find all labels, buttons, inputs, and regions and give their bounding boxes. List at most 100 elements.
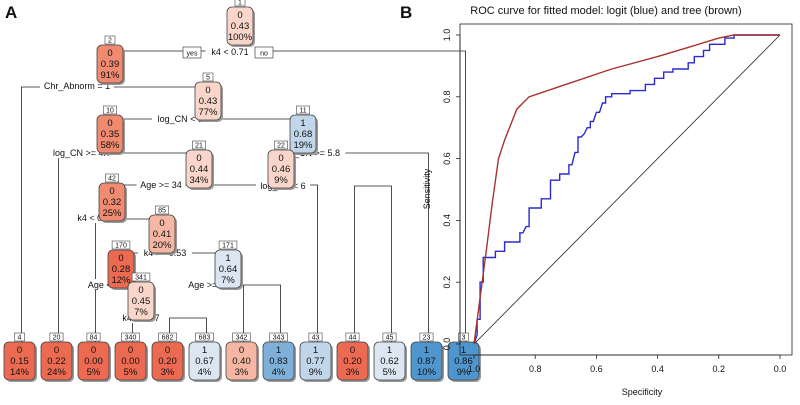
y-tick-label: 0.2 <box>442 276 452 289</box>
leaf-342: 342 00.403% <box>225 332 259 382</box>
node-box <box>127 281 155 321</box>
node-number-box <box>269 332 288 342</box>
node-percent: 14% <box>10 367 30 378</box>
x-tick-label: 1.0 <box>468 364 481 374</box>
node-341: 341 00.457% <box>127 272 156 322</box>
node-class: 1 <box>424 345 429 356</box>
node-number-box <box>345 332 360 342</box>
node-number-box <box>218 240 238 250</box>
node-percent: 4% <box>198 367 212 378</box>
x-tick-label: 0.6 <box>590 364 603 374</box>
node-percent: 9% <box>274 175 288 186</box>
node-probability: 0.83 <box>269 356 288 367</box>
node-box <box>267 149 295 189</box>
node-number: 85 <box>158 208 166 215</box>
split-label-s5: log_CN < 5.3 <box>158 114 211 124</box>
node-percent: 34% <box>189 175 209 186</box>
node-percent: 12% <box>111 275 131 286</box>
node-box <box>185 149 213 189</box>
node-number: 84 <box>90 335 98 342</box>
node-number-box <box>195 332 214 342</box>
node-class: 1 <box>313 345 318 356</box>
node-number-box <box>121 332 140 342</box>
split-label-s171: Age >= 41 <box>188 280 230 290</box>
x-tick-label: 0.8 <box>529 364 542 374</box>
node-class: 0 <box>205 85 210 96</box>
node-probability: 0.41 <box>153 229 172 240</box>
decision-tree-panel: A k4 < 0.71 Chr_Abnorm = 1 log_CN < 5.3 log… <box>3 0 481 382</box>
node-number-box <box>192 140 206 150</box>
node-box <box>299 341 332 381</box>
split-label-s42: k4 < 0.43 <box>77 213 114 223</box>
node-probability: 0.46 <box>272 164 291 175</box>
node-number-box <box>232 332 251 342</box>
node-box <box>96 114 124 154</box>
node-probability: 0.40 <box>232 356 251 367</box>
node-box <box>3 341 36 381</box>
node-probability: 0.35 <box>101 129 120 140</box>
node-number: 682 <box>162 335 174 342</box>
node-number-box <box>234 0 246 7</box>
split-label-bg <box>152 113 216 124</box>
node-box <box>40 341 73 381</box>
node-number-box <box>14 332 25 342</box>
roc-axes: 1.0 0.8 0.6 0.4 0.2 0.0 0.0 0.2 0.4 0.6 0.8 1.0 <box>442 29 786 374</box>
node-number: 43 <box>312 335 320 342</box>
x-tick-label: 0.0 <box>774 364 787 374</box>
node-class: 0 <box>237 10 242 21</box>
node-number-box <box>382 332 397 342</box>
node-box <box>225 341 258 381</box>
node-probability: 0.43 <box>199 96 218 107</box>
x-axis-label: Specificity <box>622 387 663 397</box>
split-label-bg <box>84 279 128 290</box>
node-number-box <box>105 173 119 183</box>
node-percent: 9% <box>309 367 323 378</box>
node-class: 0 <box>109 186 114 197</box>
leaf-45: 45 10.625% <box>373 332 407 382</box>
node-probability: 0.67 <box>195 356 214 367</box>
node-number-box <box>458 332 469 342</box>
node-percent: 100% <box>228 32 253 43</box>
node-percent: 10% <box>417 367 437 378</box>
node-class: 0 <box>165 345 170 356</box>
node-number-box <box>202 72 214 82</box>
node-number: 4 <box>18 335 22 342</box>
split-label-s21: Age >= 34 <box>140 180 182 190</box>
tree-edge-n1 <box>109 45 466 342</box>
panel-a-label: A <box>5 3 17 22</box>
node-number: 42 <box>108 176 116 183</box>
tree-edge-n22 <box>280 185 392 342</box>
split-label-s2: Chr_Abnorm = 1 <box>44 81 110 91</box>
leaf-343: 343 10.834% <box>262 332 296 382</box>
node-class: 1 <box>461 345 466 356</box>
node-box <box>96 44 124 84</box>
node-percent: 58% <box>100 140 120 151</box>
node-number: 45 <box>386 335 394 342</box>
node-percent: 5% <box>383 367 397 378</box>
reference-diagonal <box>473 34 781 345</box>
split-label-bg <box>184 279 234 290</box>
node-percent: 77% <box>198 107 218 118</box>
node-number-box <box>86 332 101 342</box>
node-percent: 24% <box>47 367 67 378</box>
node-percent: 3% <box>161 367 175 378</box>
node-number: 340 <box>125 335 137 342</box>
node-box <box>214 249 242 289</box>
node-number: 171 <box>222 243 234 250</box>
leaf-682: 682 00.203% <box>151 332 185 382</box>
node-probability: 0.28 <box>112 264 131 275</box>
y-tick-label: 0.6 <box>442 152 452 165</box>
chart-title: ROC curve for fitted model: logit (blue)… <box>470 5 741 17</box>
node-number: 170 <box>115 243 127 250</box>
node-number: 683 <box>199 335 211 342</box>
node-box <box>98 182 126 222</box>
node-class: 0 <box>17 345 22 356</box>
node-number: 23 <box>423 335 431 342</box>
y-tick-label: 1.0 <box>442 29 452 42</box>
node-number-box <box>111 240 131 250</box>
node-probability: 0.62 <box>380 356 399 367</box>
